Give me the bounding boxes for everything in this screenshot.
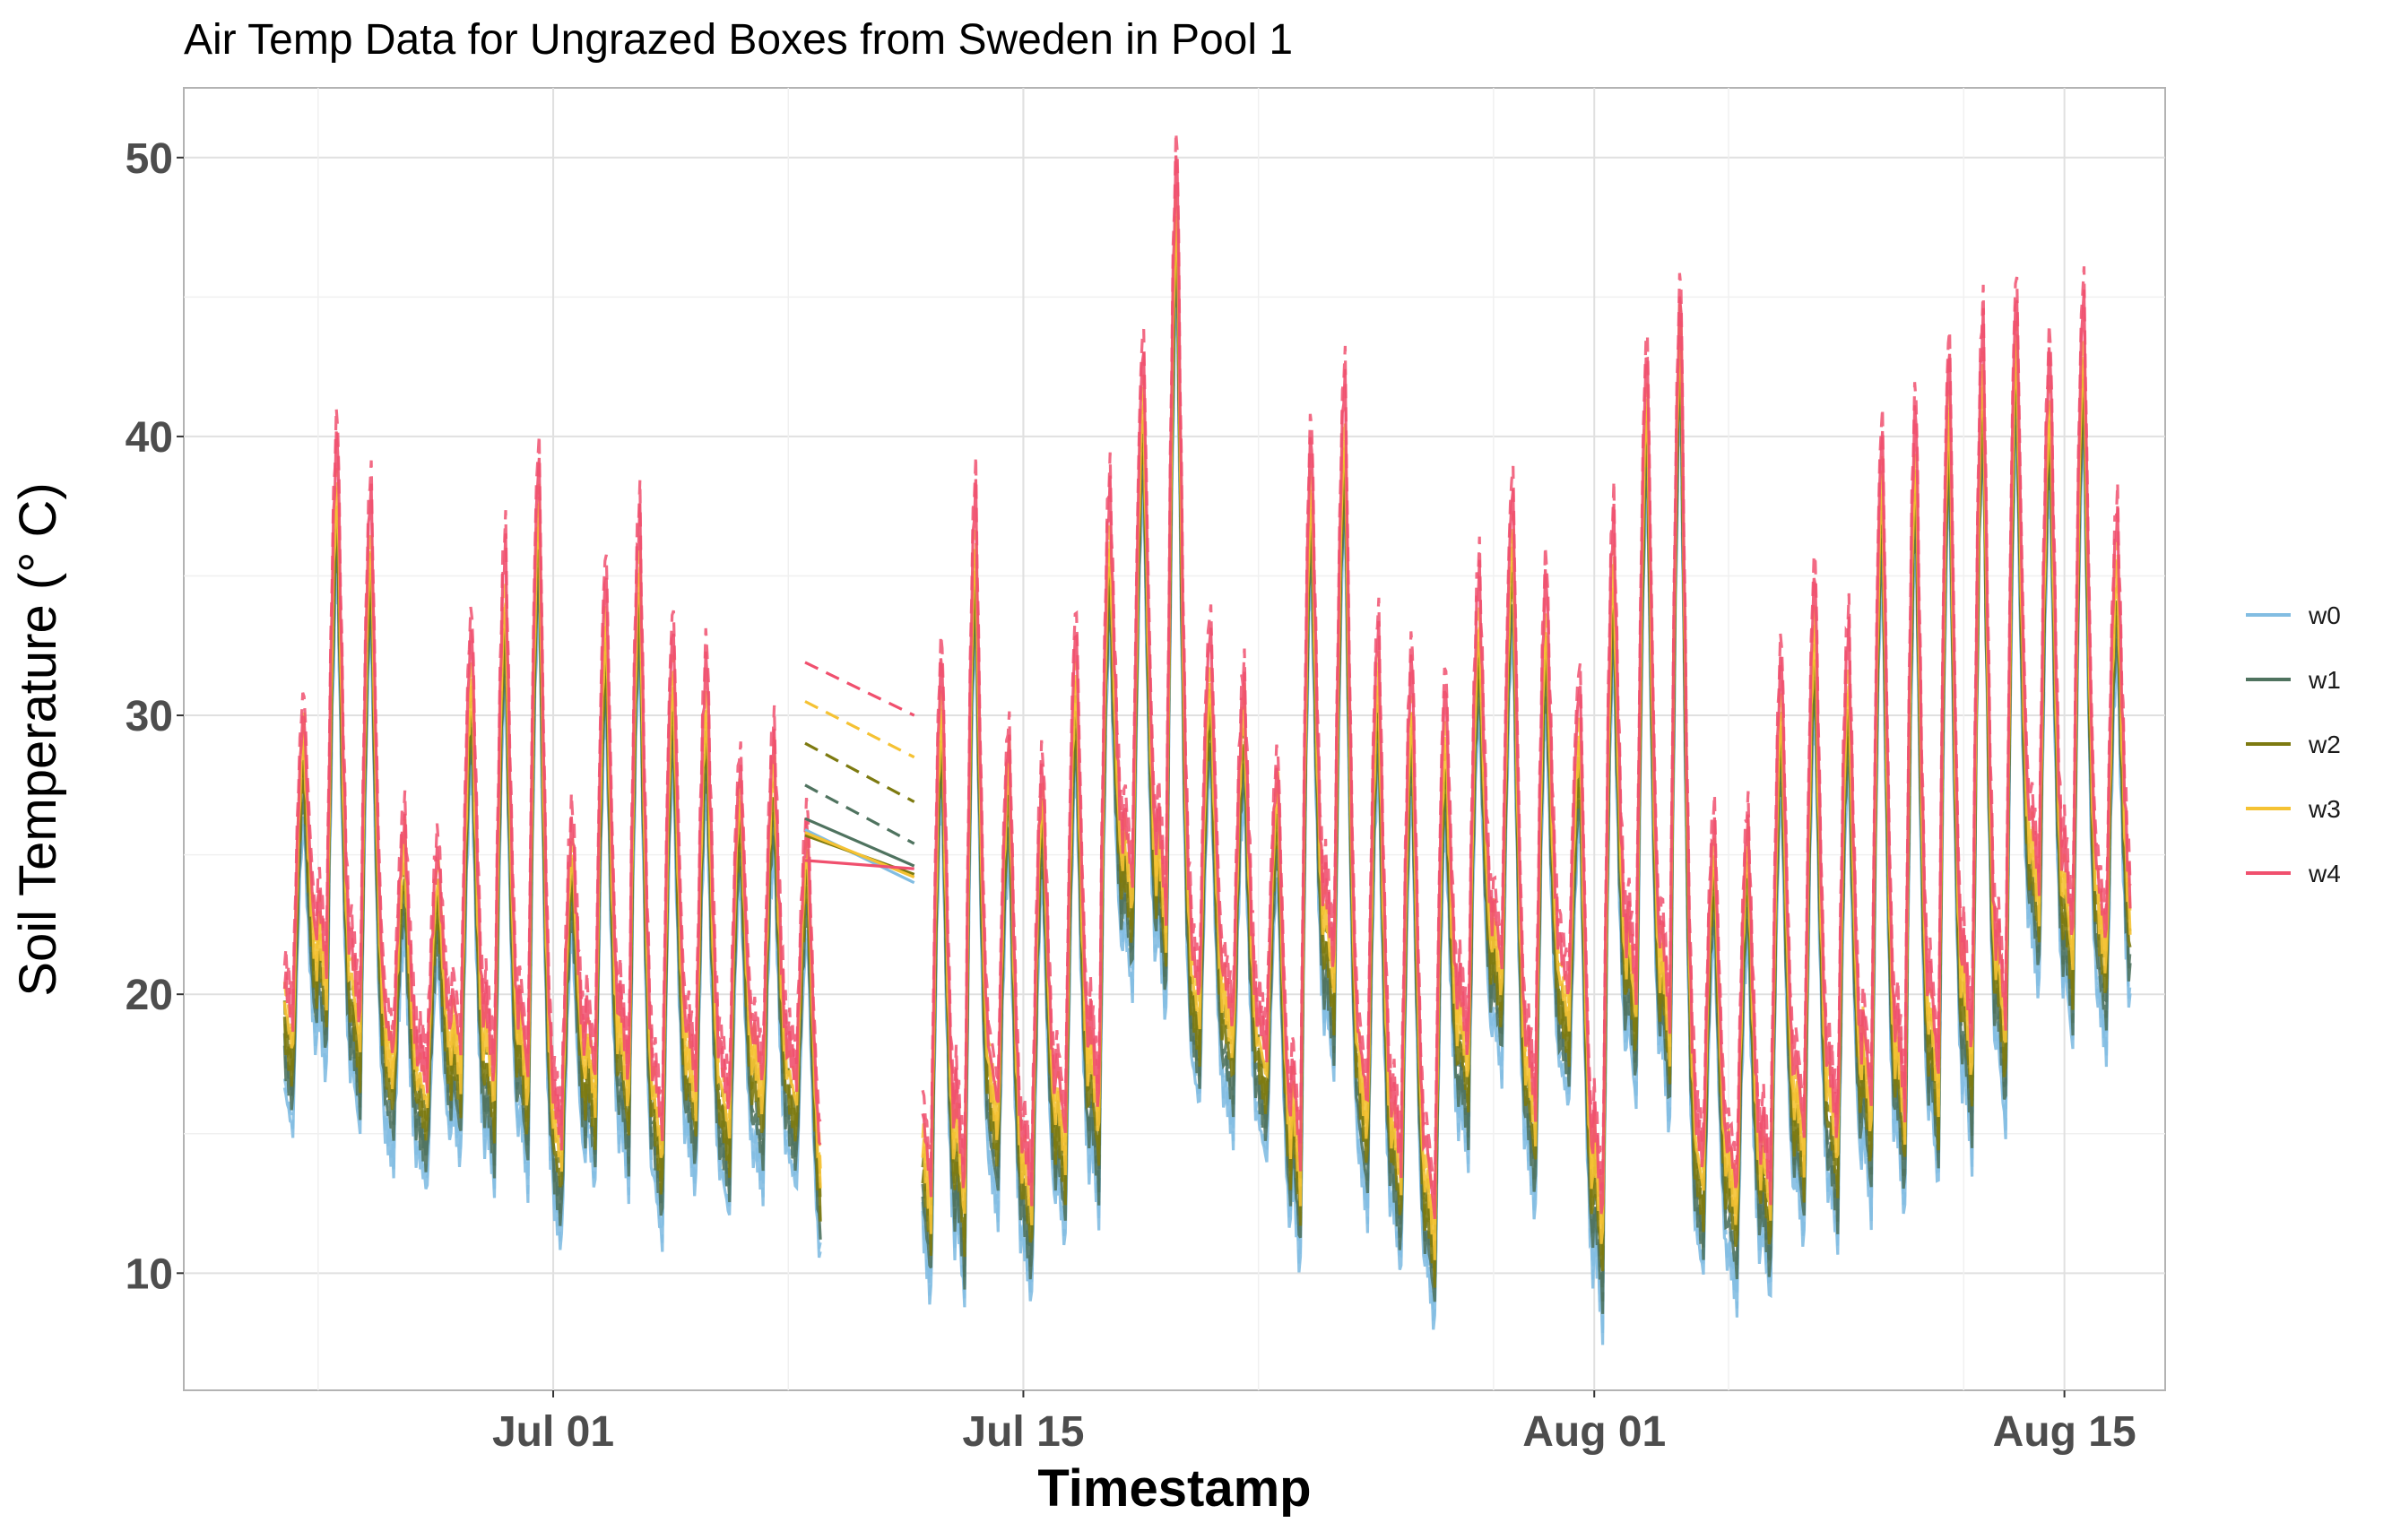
legend-label-w2: w2 [2308,731,2341,758]
gap-line-w4-dashed [804,661,915,717]
x-tick-label: Jul 01 [492,1408,614,1456]
y-axis-label: Soil Temperature (° C) [9,482,67,996]
y-tick-label: 30 [126,693,173,740]
gap-line-w3-dashed [804,700,915,759]
gap-line-w1-dashed [804,783,915,845]
y-tick-label: 40 [126,414,173,462]
y-axis-ticks: 10 20 30 40 50 [126,135,184,1298]
x-axis-ticks: Jul 01 Jul 15 Aug 01 Aug 15 [492,1390,2136,1456]
x-tick-label: Aug 01 [1522,1408,1666,1456]
grid-layer [184,88,2165,1390]
y-tick-label: 10 [126,1250,173,1298]
x-axis-label: Timestamp [1037,1459,1311,1518]
y-tick-label: 50 [126,135,173,183]
legend: w0 w1 w2 w3 w4 [2246,601,2341,887]
legend-label-w1: w1 [2308,666,2341,694]
series-layer [282,132,2132,1345]
chart-title: Air Temp Data for Ungrazed Boxes from Sw… [184,16,1293,64]
legend-label-w0: w0 [2308,601,2341,629]
y-tick-label: 20 [126,972,173,1019]
gap-line-w4-solid [804,859,914,870]
gap-line-w3-solid [804,831,915,878]
x-tick-label: Aug 15 [1993,1408,2136,1456]
gap-line-w2-dashed [804,741,915,803]
gap-line-w1-solid [804,817,915,868]
legend-label-w4: w4 [2308,860,2341,887]
x-tick-label: Jul 15 [962,1408,1084,1456]
series-line-w4 [282,155,2132,1220]
legend-label-w3: w3 [2308,795,2341,823]
